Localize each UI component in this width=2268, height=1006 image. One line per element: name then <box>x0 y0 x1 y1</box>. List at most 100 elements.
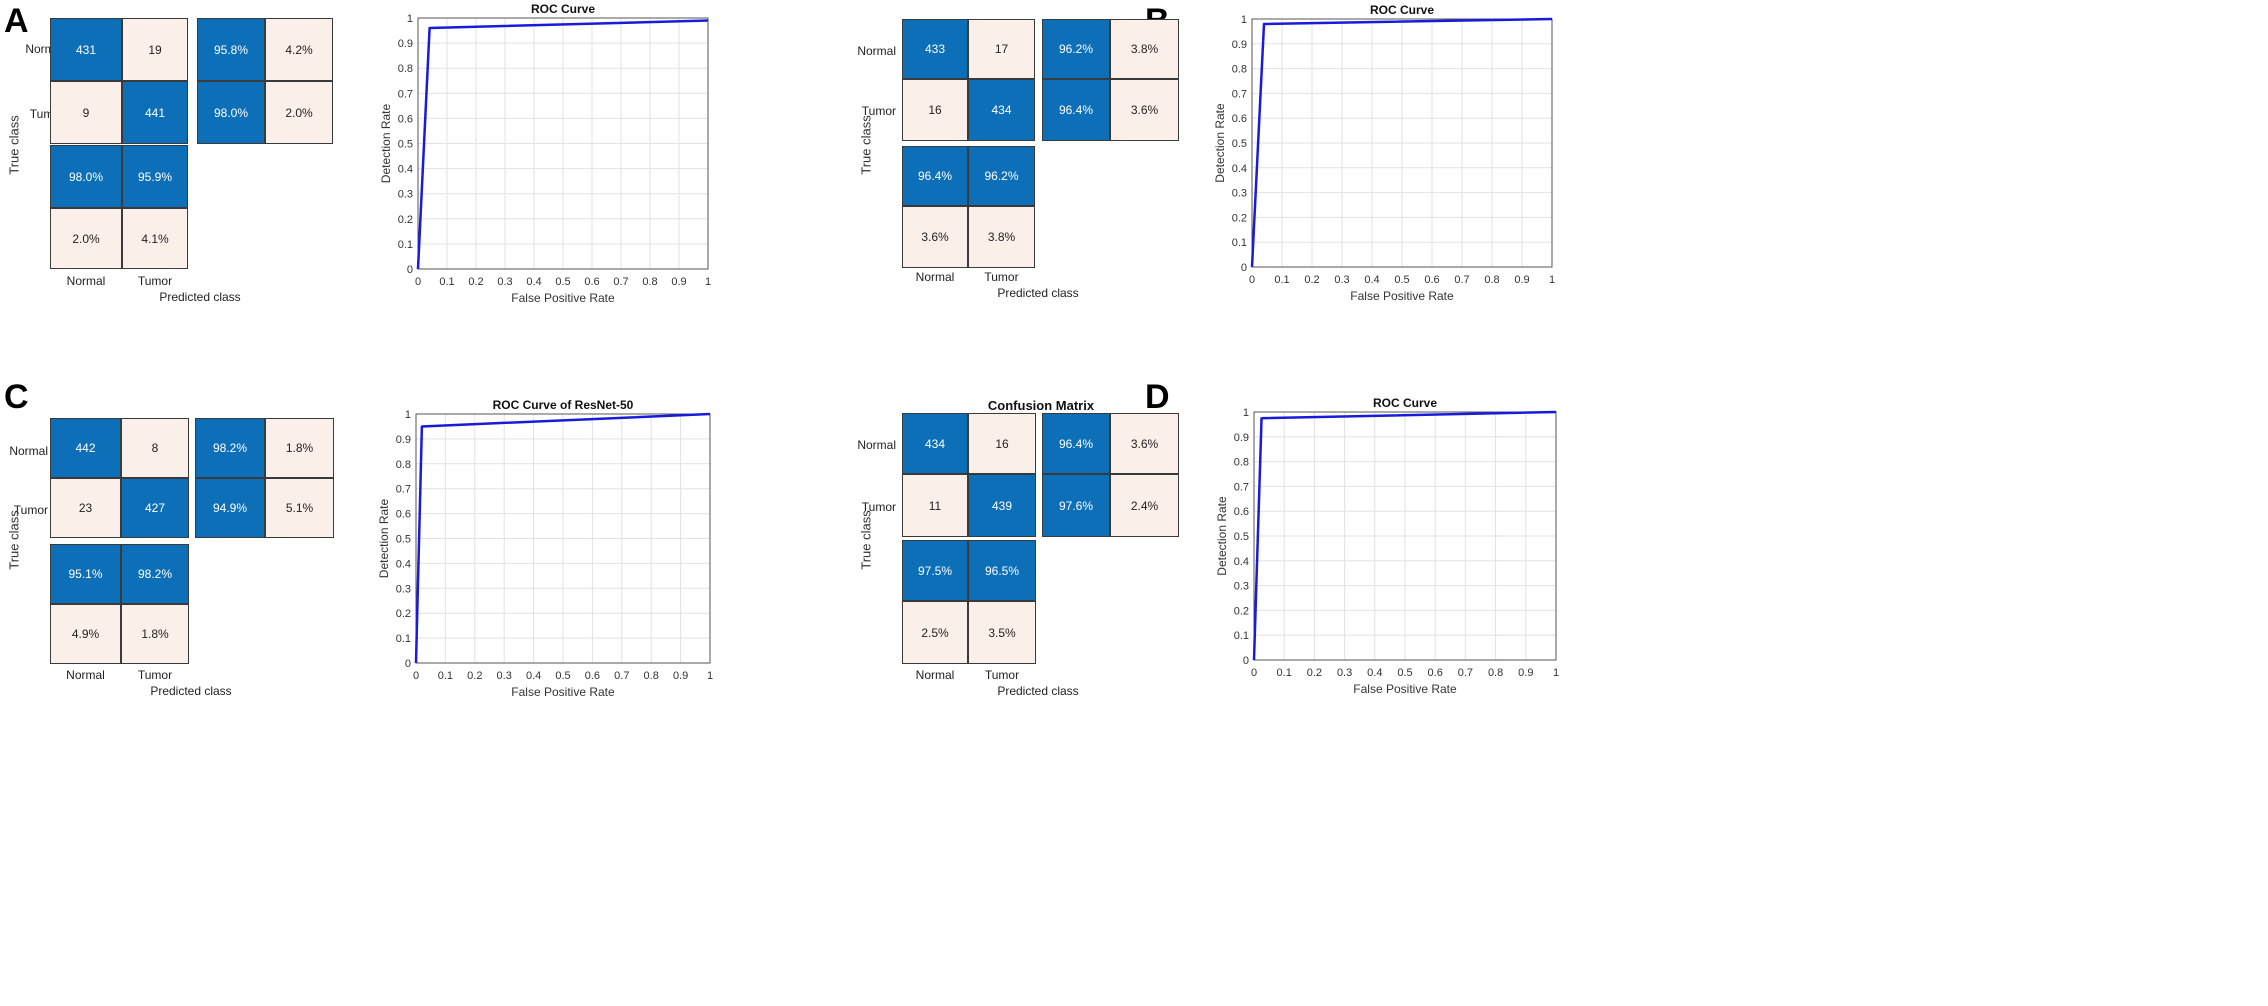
x-axis-label: False Positive Rate <box>1350 289 1454 303</box>
plot-area <box>418 18 708 269</box>
y-tick-label: 0.5 <box>1234 531 1249 543</box>
cm-cell: 434 <box>968 79 1035 141</box>
y-tick-label: 1 <box>407 13 413 25</box>
col-summary-cell: 98.2% <box>121 544 189 604</box>
y-tick-label: 0.7 <box>1232 88 1247 100</box>
panel-label: D <box>1145 378 1170 416</box>
y-tick-label: 0 <box>405 658 411 670</box>
row-summary-cell: 96.4% <box>1042 79 1110 141</box>
y-tick-label: 0.1 <box>1234 630 1249 642</box>
row-summary-cell: 3.6% <box>1110 79 1179 141</box>
cm-cell: 16 <box>902 79 968 141</box>
plot-frame <box>415 413 711 664</box>
x-tick-label: 0.3 <box>1337 667 1352 679</box>
col-label-normal: Normal <box>915 270 955 284</box>
predicted-class-label: Predicted class <box>997 684 1079 698</box>
col-summary-cell: 4.1% <box>122 208 188 269</box>
x-tick-label: 1 <box>707 670 713 682</box>
col-summary-cell: 96.4% <box>902 146 968 206</box>
col-summary-cell: 95.9% <box>122 145 188 208</box>
y-tick-label: 0.3 <box>1234 581 1249 593</box>
x-tick-label: 1 <box>705 276 711 288</box>
x-tick-label: 0.2 <box>1307 667 1322 679</box>
x-tick-label: 0.2 <box>468 276 483 288</box>
x-tick-label: 0.7 <box>1454 274 1469 286</box>
cm-cell: 16 <box>968 413 1036 474</box>
predicted-class-label: Predicted class <box>997 286 1079 300</box>
y-tick-label: 0.8 <box>1232 64 1247 76</box>
y-tick-label: 0.2 <box>396 608 411 620</box>
true-class-label: True class <box>858 115 874 175</box>
y-axis-label: Detection Rate <box>1215 496 1229 576</box>
cm-cell: 17 <box>968 19 1035 79</box>
plot-area <box>1254 412 1556 660</box>
y-tick-label: 0.1 <box>1232 237 1247 249</box>
x-tick-label: 0.2 <box>467 670 482 682</box>
row-summary-cell: 96.4% <box>1042 413 1110 474</box>
row-summary-cell: 97.6% <box>1042 474 1110 537</box>
col-label-tumor: Tumor <box>137 274 173 288</box>
y-tick-label: 0.3 <box>1232 188 1247 200</box>
x-tick-label: 0.6 <box>584 276 599 288</box>
x-tick-label: 0.5 <box>555 670 570 682</box>
cm-cell: 441 <box>122 81 188 144</box>
y-tick-label: 0.7 <box>396 484 411 496</box>
x-tick-label: 0.6 <box>1424 274 1439 286</box>
col-summary-cell: 4.9% <box>50 604 121 664</box>
y-tick-label: 0.2 <box>1234 605 1249 617</box>
x-tick-label: 1 <box>1553 667 1559 679</box>
y-tick-label: 0.2 <box>1232 212 1247 224</box>
y-tick-label: 0 <box>1241 262 1247 274</box>
x-tick-label: 0.7 <box>1458 667 1473 679</box>
x-tick-label: 0.7 <box>613 276 628 288</box>
x-tick-label: 0.1 <box>1274 274 1289 286</box>
panel-label: C <box>4 378 29 416</box>
y-tick-label: 0 <box>407 264 413 276</box>
col-summary-cell: 3.5% <box>968 601 1036 664</box>
col-label-tumor: Tumor <box>137 668 173 682</box>
col-label-normal: Normal <box>66 668 105 682</box>
col-label-tumor: Tumor <box>984 270 1019 284</box>
x-axis-label: False Positive Rate <box>511 291 615 305</box>
x-tick-label: 0.4 <box>1364 274 1379 286</box>
x-tick-label: 0.1 <box>1277 667 1292 679</box>
chart-title: ROC Curve of ResNet-50 <box>493 398 634 412</box>
row-label-normal: Normal <box>857 438 896 452</box>
cm-cell: 8 <box>121 418 189 478</box>
plot-area <box>416 414 710 663</box>
y-tick-label: 0.1 <box>398 239 413 251</box>
y-tick-label: 0.5 <box>398 139 413 151</box>
y-tick-label: 0 <box>1243 655 1249 667</box>
y-tick-label: 0.9 <box>396 434 411 446</box>
cm-cell: 434 <box>902 413 968 474</box>
x-tick-label: 0.4 <box>1367 667 1382 679</box>
col-summary-cell: 98.0% <box>50 145 122 208</box>
y-tick-label: 0.7 <box>398 88 413 100</box>
col-summary-cell: 3.8% <box>968 206 1035 268</box>
col-summary-cell: 2.5% <box>902 601 968 664</box>
col-summary-cell: 95.1% <box>50 544 121 604</box>
y-tick-label: 0.1 <box>396 633 411 645</box>
cm-cell: 431 <box>50 18 122 81</box>
y-tick-label: 0.6 <box>398 113 413 125</box>
y-tick-label: 0.9 <box>398 38 413 50</box>
roc-series-line <box>1252 410 1557 661</box>
x-tick-label: 0.9 <box>1518 667 1533 679</box>
row-label-tumor: Tumor <box>13 503 48 517</box>
y-axis-label: Detection Rate <box>377 498 391 578</box>
row-summary-cell: 3.6% <box>1110 413 1179 474</box>
cm-cell: 427 <box>121 478 189 538</box>
x-tick-label: 0.1 <box>439 276 454 288</box>
roc-series-line <box>414 412 711 664</box>
col-summary-cell: 1.8% <box>121 604 189 664</box>
x-axis-label: False Positive Rate <box>1353 682 1457 696</box>
x-tick-label: 0.9 <box>671 276 686 288</box>
row-label-tumor: Tumor <box>861 104 896 118</box>
col-summary-cell: 2.0% <box>50 208 122 269</box>
y-tick-label: 0.2 <box>398 214 413 226</box>
y-tick-label: 0.8 <box>398 63 413 75</box>
x-tick-label: 0.3 <box>1334 274 1349 286</box>
cm-cell: 433 <box>902 19 968 79</box>
y-tick-label: 0.8 <box>396 459 411 471</box>
plot-frame <box>417 17 709 270</box>
